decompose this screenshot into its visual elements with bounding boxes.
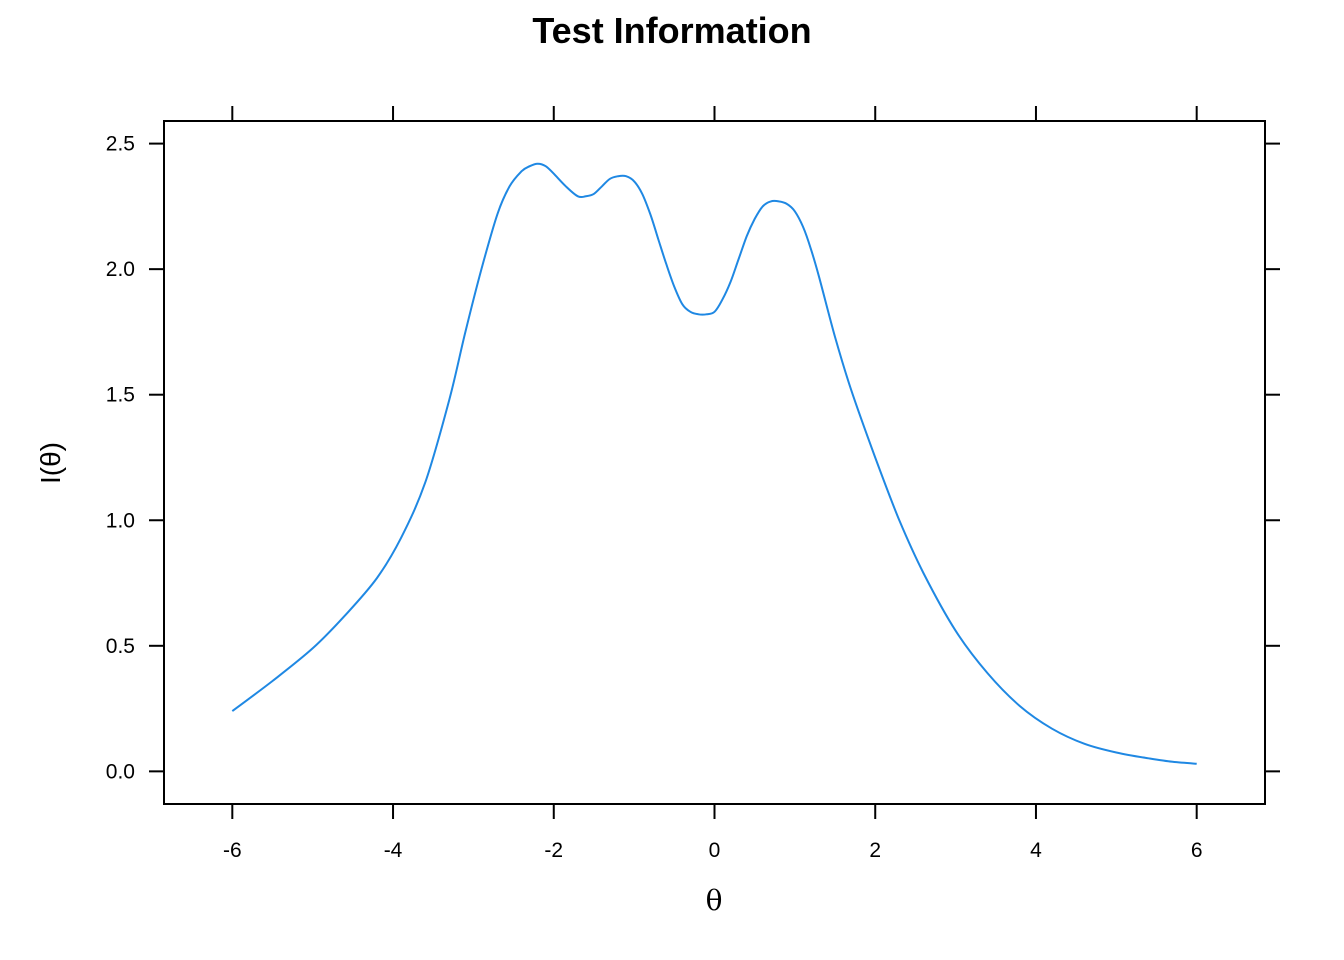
x-tick-label: -2	[544, 839, 563, 862]
x-axis-label: θ	[706, 884, 723, 917]
y-tick-label: 1.5	[106, 384, 135, 407]
y-tick-label: 0.0	[106, 760, 135, 783]
x-tick-label: 0	[709, 839, 721, 862]
plot-frame	[163, 120, 1266, 805]
x-tick-label: 2	[869, 839, 881, 862]
y-tick-label: 2.0	[106, 258, 135, 281]
x-axis: -6 -4 -2 0 2 4 6	[223, 106, 1203, 862]
x-tick-label: 6	[1191, 839, 1203, 862]
y-tick-label: 1.0	[106, 509, 135, 532]
x-tick-label: -6	[223, 839, 242, 862]
y-tick-label: 2.5	[106, 133, 135, 156]
y-axis: 0.0 0.5 1.0 1.5 2.0 2.5	[106, 133, 1280, 783]
y-tick-label: 0.5	[106, 635, 135, 658]
y-axis-label: I(θ)	[35, 442, 66, 484]
x-tick-label: 4	[1030, 839, 1042, 862]
x-tick-label: -4	[384, 839, 403, 862]
chart-title: Test Information	[532, 10, 811, 51]
test-information-curve	[231, 162, 1197, 765]
